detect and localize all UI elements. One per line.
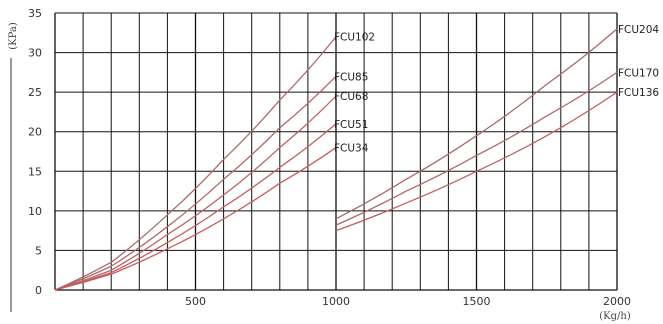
y-tick-label: 15: [28, 165, 42, 178]
axes: 0 5 10 15 20 25 30 35 500 1000 1500 2000: [10, 7, 631, 312]
series-label-fcu170: FCU170: [618, 67, 659, 79]
series-line-fcu170: [335, 71, 618, 226]
y-axis-label: (KPa): [8, 22, 19, 50]
series-label-fcu204: FCU204: [618, 24, 659, 36]
series-line-fcu68: [54, 95, 337, 291]
series-line-fcu136: [335, 91, 618, 232]
series-line-fcu34: [54, 147, 337, 291]
x-tick-label: 1000: [322, 295, 350, 308]
x-tick-label: 1500: [463, 295, 491, 308]
series-label-fcu34: FCU34: [334, 143, 369, 155]
series-line-fcu204: [335, 28, 618, 220]
series-line-fcu51: [54, 123, 337, 291]
series-label-fcu102: FCU102: [334, 32, 375, 44]
y-tick-label: 5: [35, 244, 42, 257]
x-axis-label: (Kg/h): [599, 311, 631, 322]
x-tick-label: 500: [185, 295, 206, 308]
series-label-fcu136: FCU136: [618, 87, 659, 99]
y-tick-label: 20: [28, 126, 42, 139]
series-label-fcu85: FCU85: [334, 71, 368, 83]
series-label-fcu51: FCU51: [334, 119, 368, 131]
y-tick-label: 30: [28, 47, 42, 60]
series-labels: FCU102 FCU85 FCU68 FCU51 FCU34 FCU204 FCU170 FC…: [334, 24, 659, 155]
y-tick-label: 10: [28, 205, 42, 218]
series-line-fcu102: [54, 36, 337, 291]
series-label-fcu68: FCU68: [334, 91, 368, 103]
series-lines: [54, 28, 618, 291]
y-tick-label: 0: [35, 284, 42, 297]
y-tick-label: 35: [28, 7, 42, 20]
y-tick-label: 25: [28, 86, 42, 99]
series-line-fcu85: [54, 75, 337, 291]
x-tick-label: 2000: [603, 295, 631, 308]
